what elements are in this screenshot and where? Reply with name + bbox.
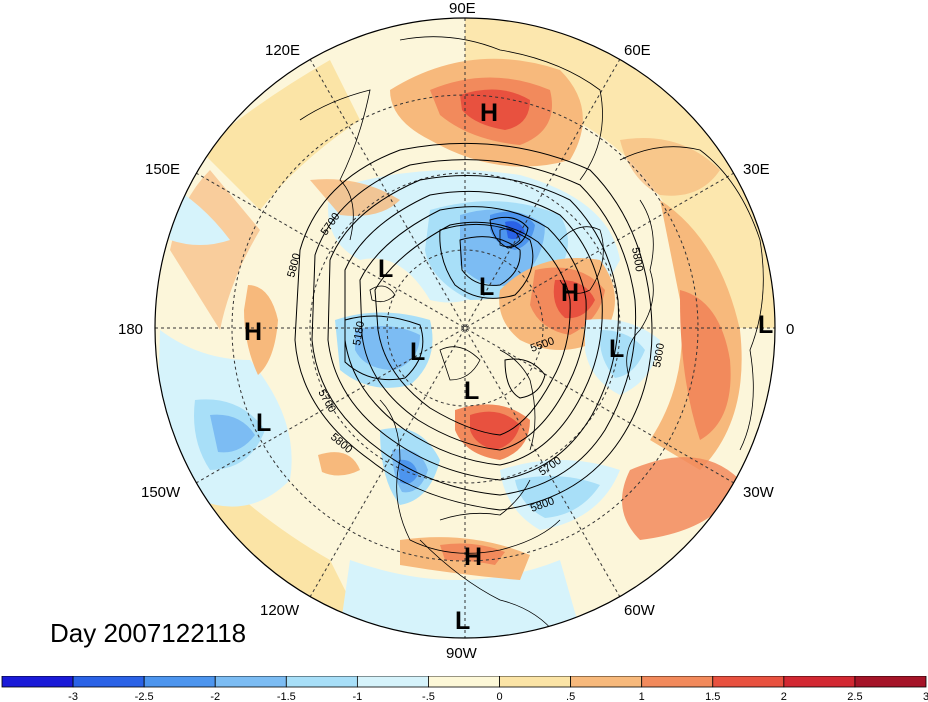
- pressure-center-high: H: [244, 318, 262, 346]
- colorbar-tick-label: 1: [639, 691, 645, 702]
- graticule: [155, 18, 775, 638]
- colorbar-box: [712, 676, 785, 688]
- polar-map: 5700 5800 5800 5180 5700 5800 5500 5800 …: [118, 0, 794, 662]
- pressure-center-low: L: [609, 335, 624, 363]
- contour-label: 5800: [651, 342, 667, 368]
- pressure-center-high: H: [464, 543, 482, 571]
- pressure-center-high: H: [561, 279, 579, 307]
- colorbar-box: [854, 676, 927, 688]
- colorbar-tick-label: 0: [496, 691, 502, 702]
- coastlines: [299, 36, 764, 638]
- lon-label-60e: 60E: [624, 42, 651, 59]
- lon-label-90w: 90W: [446, 645, 478, 662]
- colorbar-tick-label: -1.5: [277, 691, 296, 702]
- pressure-center-low: L: [378, 255, 393, 283]
- colorbar-tick-label: -2.5: [135, 691, 154, 702]
- colorbar-tick-label: .5: [566, 691, 575, 702]
- day-label: Day 2007122118: [50, 618, 247, 648]
- colorbar-tick-label: -1: [352, 691, 362, 702]
- colorbar-box: [570, 676, 643, 688]
- pressure-center-low: L: [455, 607, 470, 635]
- map-boundary: [154, 17, 776, 639]
- lon-label-120e: 120E: [265, 42, 300, 59]
- colorbar-box: [214, 676, 287, 688]
- map-disc: [155, 18, 775, 638]
- colorbar-box: [641, 676, 714, 688]
- colorbar-boxes: [1, 676, 927, 688]
- colorbar-tick-label: -.5: [422, 691, 435, 702]
- contour-label: 5180: [351, 320, 367, 346]
- contour-label: 5800: [629, 246, 645, 272]
- lon-label-180: 180: [118, 321, 143, 338]
- lon-label-30e: 30E: [743, 161, 770, 178]
- lon-label-60w: 60W: [624, 602, 656, 619]
- pressure-center-low: L: [410, 338, 425, 366]
- colorbar-box: [285, 676, 358, 688]
- pressure-center-low: L: [758, 311, 773, 339]
- colorbar-tick-label: 3: [923, 691, 928, 702]
- colorbar-box: [1, 676, 74, 688]
- colorbar-box: [499, 676, 572, 688]
- lon-label-150e: 150E: [145, 161, 180, 178]
- lon-label-90e: 90E: [449, 0, 476, 17]
- pressure-center-low: L: [464, 377, 479, 405]
- colorbar-box: [356, 676, 429, 688]
- colorbar-tick-label: 2: [781, 691, 787, 702]
- pressure-center-high: H: [480, 99, 498, 127]
- colorbar-box: [783, 676, 856, 688]
- lon-label-150w: 150W: [141, 484, 181, 501]
- pressure-center-low: L: [256, 409, 271, 437]
- colorbar-box: [428, 676, 500, 688]
- pressure-center-low: L: [479, 273, 494, 301]
- lon-label-30w: 30W: [743, 484, 775, 501]
- colorbar-box: [72, 676, 145, 688]
- lon-label-0: 0: [786, 321, 794, 338]
- colorbar-tick-label: -3: [68, 691, 78, 702]
- colorbar: -3 -2.5 -2 -1.5 -1 -.5 0 .5 1 1.5 2 2.5 3: [1, 676, 928, 702]
- colorbar-ticks: -3 -2.5 -2 -1.5 -1 -.5 0 .5 1 1.5 2 2.5 3: [68, 691, 928, 702]
- lon-label-120w: 120W: [260, 602, 300, 619]
- height-contours: [294, 142, 653, 511]
- colorbar-box: [143, 676, 216, 688]
- colorbar-tick-label: 1.5: [705, 691, 720, 702]
- colorbar-tick-label: 2.5: [847, 691, 862, 702]
- colorbar-tick-label: -2: [210, 691, 220, 702]
